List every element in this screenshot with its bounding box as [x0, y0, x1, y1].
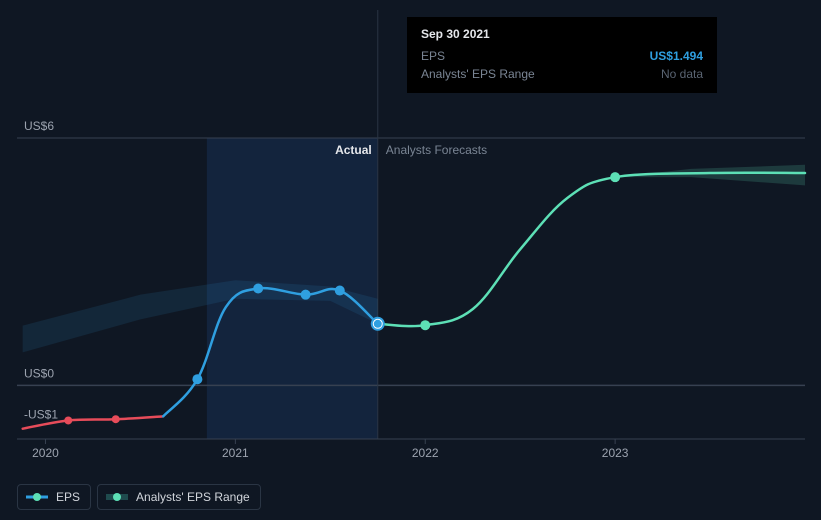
- svg-text:-US$1: -US$1: [24, 408, 58, 422]
- legend: EPS Analysts' EPS Range: [17, 484, 261, 510]
- legend-label: EPS: [56, 490, 80, 504]
- legend-swatch-range: [106, 492, 128, 502]
- svg-text:US$0: US$0: [24, 366, 54, 380]
- legend-swatch-eps: [26, 492, 48, 502]
- svg-text:2021: 2021: [222, 446, 249, 460]
- legend-label: Analysts' EPS Range: [136, 490, 250, 504]
- svg-text:2023: 2023: [602, 446, 629, 460]
- svg-text:Actual: Actual: [335, 143, 372, 157]
- eps-forecast-chart: US$6 US$0 -US$1 Actual Analysts Forecasts 202…: [0, 0, 821, 520]
- svg-text:2022: 2022: [412, 446, 439, 460]
- legend-item-eps[interactable]: EPS: [17, 484, 91, 510]
- svg-text:Analysts Forecasts: Analysts Forecasts: [386, 143, 487, 157]
- chart-canvas[interactable]: US$6 US$0 -US$1 Actual Analysts Forecasts 202…: [0, 0, 821, 520]
- svg-text:US$6: US$6: [24, 119, 54, 133]
- legend-item-range[interactable]: Analysts' EPS Range: [97, 484, 261, 510]
- svg-text:2020: 2020: [32, 446, 59, 460]
